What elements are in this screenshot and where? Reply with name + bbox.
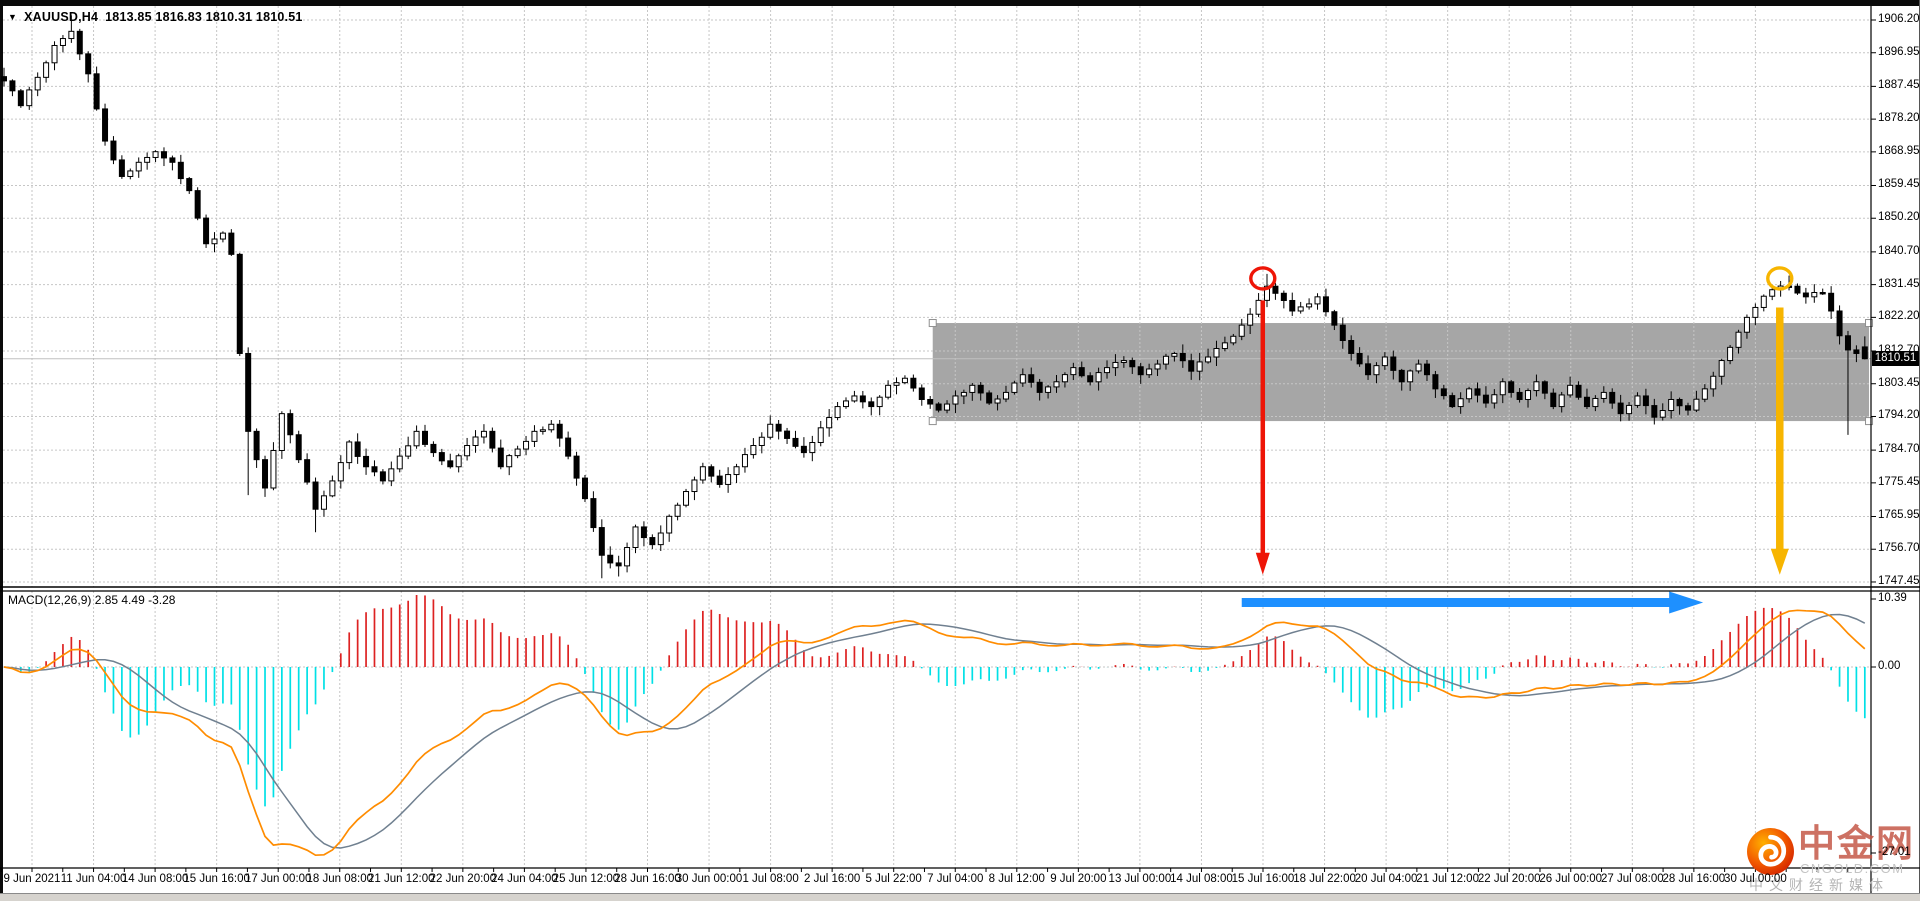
grid — [3, 6, 1871, 868]
time-axis-tick-label: 20 Jul 04:00 — [1354, 873, 1418, 885]
time-axis-tick-label: 14 Jun 08:00 — [121, 873, 189, 885]
blue-arrow-annotation[interactable] — [1241, 591, 1704, 614]
price-axis-tick-label: 1831.45 — [1878, 277, 1920, 290]
time-axis-tick-label: 14 Jul 08:00 — [1170, 873, 1233, 885]
time-axis-tick-label: 17 Jun 00:00 — [244, 873, 312, 885]
time-axis-tick-label: 7 Jul 04:00 — [927, 873, 984, 885]
time-axis-tick-label: 18 Jul 22:00 — [1293, 873, 1356, 885]
time-axis-tick-label: 9 Jul 20:00 — [1050, 873, 1107, 885]
macd-line — [3, 609, 1866, 857]
time-axis-tick-label: 22 Jul 20:00 — [1477, 873, 1541, 885]
time-axis-tick-label: 8 Jul 12:00 — [988, 873, 1045, 885]
price-axis-tick-label: 1775.45 — [1878, 475, 1920, 488]
price-axis-tick-label: 1803.45 — [1878, 376, 1920, 389]
price-axis-tick-label: 1765.95 — [1878, 509, 1920, 522]
yellow-arrow-annotation[interactable] — [1770, 307, 1789, 575]
time-axis-tick-label: 2 Jul 16:00 — [804, 873, 861, 885]
yellow-circle-annotation[interactable] — [1766, 266, 1794, 291]
price-axis-tick-label: 1747.45 — [1878, 574, 1920, 587]
macd-histogram — [11, 595, 1866, 807]
pane-borders — [0, 6, 1920, 893]
time-axis-tick-label: 9 Jun 2021 — [3, 873, 61, 885]
symbol-dropdown-icon[interactable]: ▼ — [8, 11, 18, 22]
time-axis-tick-label: 28 Jun 16:00 — [614, 873, 681, 885]
time-axis-tick-label: 15 Jul 16:00 — [1231, 873, 1295, 885]
macd-axis-tick-label: 0.00 — [1878, 660, 1901, 672]
price-axis-tick-label: 1859.45 — [1878, 178, 1920, 191]
symbol-period-label: XAUUSD,H4 — [24, 10, 99, 24]
ohlc-quote-label: 1813.85 1816.83 1810.31 1810.51 — [105, 10, 303, 24]
time-axis-tick-label: 28 Jul 16:00 — [1662, 873, 1726, 885]
red-arrow-annotation[interactable] — [1255, 300, 1270, 575]
time-axis-tick-label: 5 Jul 22:00 — [865, 873, 922, 885]
time-axis-tick-label: 26 Jul 00:00 — [1539, 873, 1603, 885]
macd-indicator-label: MACD(12,26,9) 2.85 4.49 -3.28 — [8, 593, 176, 607]
time-axis-tick-label: 27 Jul 08:00 — [1600, 873, 1664, 885]
price-axis-tick-label: 1878.20 — [1878, 112, 1920, 125]
price-axis-tick-label: 1784.70 — [1878, 443, 1920, 456]
macd-axis-tick-label: -27.01 — [1878, 846, 1911, 858]
time-axis-tick-label: 22 Jun 20:00 — [429, 873, 497, 885]
price-axis-tick-label: 1906.20 — [1878, 13, 1920, 25]
time-axis-tick-label: 25 Jun 12:00 — [552, 873, 620, 885]
time-axis-tick-label: 21 Jul 12:00 — [1416, 873, 1479, 885]
price-axis-tick-label: 1756.70 — [1878, 542, 1920, 555]
time-axis-tick-label: 13 Jul 00:00 — [1108, 873, 1172, 885]
time-axis-tick-label: 15 Jun 16:00 — [183, 873, 250, 885]
price-axis-tick-label: 1868.95 — [1878, 144, 1920, 157]
macd-lines — [3, 609, 1866, 857]
price-axis-tick-label: 1794.20 — [1878, 409, 1920, 422]
window-top-border — [0, 0, 1920, 6]
price-axis-tick-label: 1850.20 — [1878, 211, 1920, 224]
time-axis-tick-label: 24 Jun 04:00 — [491, 873, 558, 885]
window-bottom-strip — [0, 893, 1920, 901]
time-axis-tick-label: 18 Jun 08:00 — [306, 873, 374, 885]
red-circle-annotation[interactable] — [1249, 266, 1277, 291]
candlestick-series — [1, 15, 1868, 579]
time-axis-tick-label: 30 Jun 00:00 — [675, 873, 743, 885]
box-selection-handles[interactable] — [928, 319, 1874, 426]
macd-axis-tick-label: 10.39 — [1878, 592, 1907, 604]
current-price-badge: 1810.51 — [1872, 351, 1919, 367]
price-axis-tick-label: 1822.20 — [1878, 310, 1920, 323]
window-left-border — [0, 6, 3, 893]
time-axis-tick-label: 11 Jun 04:00 — [60, 873, 127, 885]
symbol-title-bar: ▼ XAUUSD,H4 1813.85 1816.83 1810.31 1810… — [8, 10, 303, 24]
time-axis-tick-label: 21 Jun 12:00 — [368, 873, 435, 885]
signal-line — [3, 613, 1866, 849]
time-axis-tick-label: 30 Jul 00:00 — [1724, 873, 1787, 885]
price-axis-tick-label: 1840.70 — [1878, 244, 1920, 257]
price-axis-tick-label: 1896.95 — [1878, 45, 1920, 58]
time-axis-tick-label: 1 Jul 08:00 — [742, 873, 799, 885]
price-axis-tick-label: 1887.45 — [1878, 79, 1920, 92]
